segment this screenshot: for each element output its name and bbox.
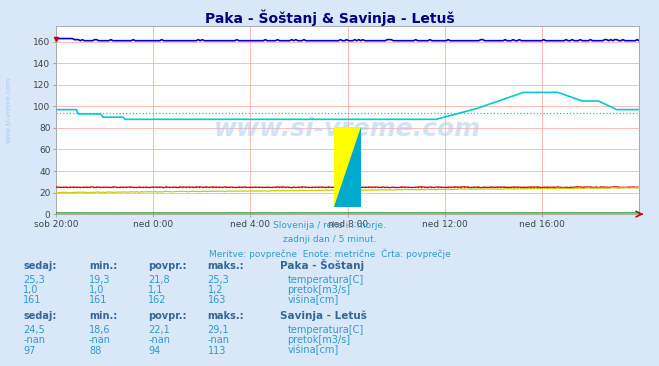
- Text: www.si-vreme.com: www.si-vreme.com: [214, 117, 481, 141]
- Text: Paka - Šoštanj: Paka - Šoštanj: [280, 259, 364, 271]
- Text: 29,1: 29,1: [208, 325, 229, 335]
- Text: Savinja - Letuš: Savinja - Letuš: [280, 311, 367, 321]
- Text: 22,1: 22,1: [148, 325, 170, 335]
- Text: 161: 161: [23, 295, 42, 305]
- Text: višina[cm]: višina[cm]: [287, 345, 339, 355]
- Text: 1,1: 1,1: [148, 285, 163, 295]
- Text: Meritve: povprečne  Enote: metrične  Črta: povprečje: Meritve: povprečne Enote: metrične Črta:…: [209, 249, 450, 259]
- Text: Slovenija / reke in morje.: Slovenija / reke in morje.: [273, 221, 386, 231]
- Text: povpr.:: povpr.:: [148, 261, 186, 271]
- Text: 19,3: 19,3: [89, 274, 111, 284]
- Text: 162: 162: [148, 295, 167, 305]
- Text: 1,0: 1,0: [23, 285, 38, 295]
- Text: 25,3: 25,3: [208, 274, 229, 284]
- Text: 1,0: 1,0: [89, 285, 104, 295]
- Text: -nan: -nan: [148, 335, 170, 345]
- Text: temperatura[C]: temperatura[C]: [287, 274, 364, 284]
- Text: min.:: min.:: [89, 261, 117, 271]
- Text: maks.:: maks.:: [208, 311, 244, 321]
- Text: 1,2: 1,2: [208, 285, 223, 295]
- Text: pretok[m3/s]: pretok[m3/s]: [287, 285, 351, 295]
- Text: 25,3: 25,3: [23, 274, 45, 284]
- Text: 113: 113: [208, 346, 226, 355]
- Text: 21,8: 21,8: [148, 274, 170, 284]
- Text: Paka - Šoštanj & Savinja - Letuš: Paka - Šoštanj & Savinja - Letuš: [205, 9, 454, 26]
- Text: sedaj:: sedaj:: [23, 311, 57, 321]
- Text: 163: 163: [208, 295, 226, 305]
- Text: zadnji dan / 5 minut.: zadnji dan / 5 minut.: [283, 235, 376, 244]
- Text: povpr.:: povpr.:: [148, 311, 186, 321]
- Text: 94: 94: [148, 346, 161, 355]
- Text: min.:: min.:: [89, 311, 117, 321]
- Text: www.si-vreme.com: www.si-vreme.com: [5, 77, 12, 143]
- Text: 97: 97: [23, 346, 36, 355]
- Polygon shape: [335, 127, 361, 207]
- Text: -nan: -nan: [208, 335, 229, 345]
- Text: 161: 161: [89, 295, 107, 305]
- Text: -nan: -nan: [23, 335, 45, 345]
- Text: temperatura[C]: temperatura[C]: [287, 325, 364, 335]
- Text: pretok[m3/s]: pretok[m3/s]: [287, 335, 351, 345]
- Text: 88: 88: [89, 346, 101, 355]
- Text: sedaj:: sedaj:: [23, 261, 57, 271]
- Text: 18,6: 18,6: [89, 325, 111, 335]
- Polygon shape: [335, 127, 361, 207]
- Text: maks.:: maks.:: [208, 261, 244, 271]
- Text: 24,5: 24,5: [23, 325, 45, 335]
- Text: višina[cm]: višina[cm]: [287, 295, 339, 305]
- Text: -nan: -nan: [89, 335, 111, 345]
